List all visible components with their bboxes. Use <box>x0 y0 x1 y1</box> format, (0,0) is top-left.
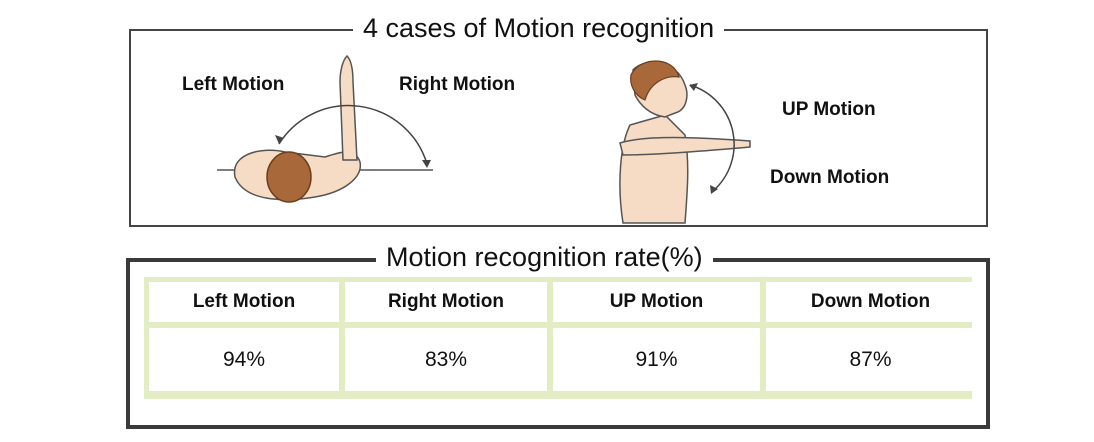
header-left-motion: Left Motion <box>149 282 339 322</box>
value-down-motion: 87% <box>766 328 975 391</box>
standing-figure-illustration <box>619 60 751 224</box>
recognition-rate-table: Left Motion Right Motion UP Motion Down … <box>144 277 975 399</box>
right-motion-label: Right Motion <box>399 74 516 95</box>
motion-cases-title: 4 cases of Motion recognition <box>353 11 725 45</box>
up-motion-label: UP Motion <box>782 99 876 120</box>
value-right-motion: 83% <box>345 328 547 391</box>
lying-figure-illustration <box>217 54 433 203</box>
header-down-motion: Down Motion <box>766 282 975 322</box>
recognition-rate-title: Motion recognition rate(%) <box>376 240 713 274</box>
header-right-motion: Right Motion <box>345 282 547 322</box>
down-motion-label: Down Motion <box>770 167 890 188</box>
value-up-motion: 91% <box>553 328 760 391</box>
header-up-motion: UP Motion <box>553 282 760 322</box>
left-motion-label: Left Motion <box>182 74 285 95</box>
value-left-motion: 94% <box>149 328 339 391</box>
